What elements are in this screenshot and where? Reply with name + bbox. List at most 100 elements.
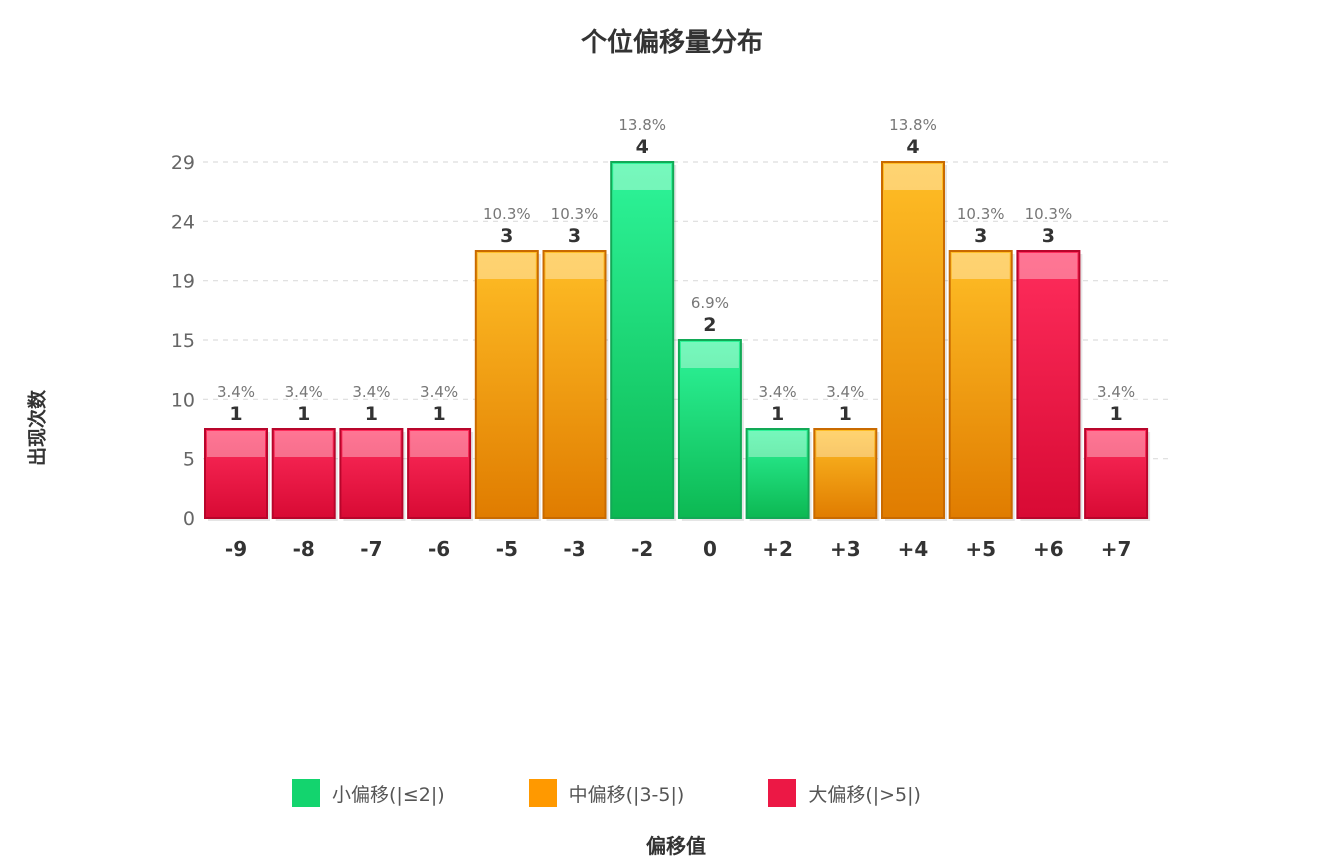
bar-highlight [884, 164, 942, 190]
percent-label: 3.4% [217, 383, 255, 401]
bar-highlight [410, 431, 469, 457]
y-tick-label: 15 [171, 330, 195, 352]
bar-highlight [477, 253, 536, 279]
value-label: 3 [974, 225, 987, 247]
value-label: 1 [432, 403, 445, 425]
bar-group [1016, 250, 1083, 521]
percent-label: 10.3% [551, 205, 599, 223]
legend-label-large: 大偏移(|>5|) [808, 783, 921, 806]
x-tick-label: -5 [496, 537, 518, 561]
bar-group [948, 250, 1015, 521]
x-tick-label: +4 [898, 537, 929, 561]
value-label: 1 [365, 403, 378, 425]
x-tick-label: -3 [563, 537, 585, 561]
x-tick-label: -6 [428, 537, 450, 561]
percent-label: 3.4% [420, 383, 458, 401]
y-tick-label: 10 [171, 389, 195, 411]
bars [204, 161, 1151, 521]
bar-group [813, 428, 880, 521]
x-tick-label: -8 [293, 537, 315, 561]
legend-item-medium[interactable]: 中偏移(|3-5|) [528, 779, 685, 807]
bar-highlight [680, 342, 739, 368]
bar-group [745, 428, 812, 521]
bar [610, 161, 675, 519]
x-tick-label: +7 [1101, 537, 1132, 561]
y-tick-label: 24 [171, 211, 195, 233]
bar-highlight [816, 431, 875, 457]
bar [1084, 428, 1149, 519]
value-label: 2 [703, 314, 716, 336]
percent-label: 10.3% [1025, 205, 1073, 223]
bar [271, 428, 336, 519]
x-tick-label: 0 [703, 537, 717, 561]
bar-highlight [1019, 253, 1078, 279]
bar-highlight [1087, 431, 1146, 457]
percent-label: 3.4% [826, 383, 864, 401]
x-tick-label: -2 [631, 537, 653, 561]
bar-group [1084, 428, 1151, 521]
legend-label-small: 小偏移(|≤2|) [332, 783, 445, 806]
bar [813, 428, 878, 519]
value-label: 4 [636, 136, 649, 158]
value-label: 1 [771, 403, 784, 425]
legend-item-large[interactable]: 大偏移(|>5|) [768, 779, 921, 807]
legend-swatch-small [292, 779, 320, 807]
percent-label: 3.4% [352, 383, 390, 401]
percent-label: 13.8% [618, 116, 666, 134]
value-label: 4 [906, 136, 919, 158]
bar-group [474, 250, 541, 521]
bar [407, 428, 472, 519]
x-tick-label: -7 [360, 537, 382, 561]
y-axis-label: 出现次数 [26, 389, 49, 467]
value-label: 1 [839, 403, 852, 425]
bar [948, 250, 1013, 519]
bar-group [542, 250, 609, 521]
value-label: 3 [500, 225, 513, 247]
bar-highlight [207, 431, 265, 457]
y-axis-ticks: 0 5 10 15 19 24 29 [171, 152, 195, 530]
value-label: 3 [1042, 225, 1055, 247]
bar [677, 339, 742, 519]
bar [881, 161, 945, 519]
percent-label: 3.4% [759, 383, 797, 401]
percent-label: 10.3% [483, 205, 531, 223]
bar-group [339, 428, 406, 521]
y-tick-label: 5 [183, 449, 195, 471]
x-tick-label: +6 [1033, 537, 1064, 561]
legend-swatch-medium [528, 779, 557, 807]
bar-highlight [274, 431, 333, 457]
y-tick-label: 29 [171, 152, 195, 174]
x-tick-label: +3 [830, 537, 861, 561]
bar-highlight [613, 164, 672, 190]
value-label: 3 [568, 225, 581, 247]
bar-group [271, 428, 338, 521]
bar-highlight [545, 253, 604, 279]
legend-swatch-large [768, 779, 797, 807]
bar-group [407, 428, 474, 521]
x-axis-label: 偏移值 [646, 834, 706, 858]
percent-label: 13.8% [889, 116, 937, 134]
legend-label-medium: 中偏移(|3-5|) [568, 783, 685, 806]
y-tick-label: 0 [183, 508, 195, 530]
x-tick-label: +5 [965, 537, 996, 561]
percent-label: 6.9% [691, 294, 729, 312]
x-axis-ticks: -9 -8 -7 -6 -5 -3 -2 0 +2 +3 +4 +5 +6 +7 [225, 537, 1132, 561]
percent-label: 10.3% [957, 205, 1005, 223]
bar [745, 428, 810, 519]
bar-highlight [951, 253, 1010, 279]
bar-labels: 1 3.4% 1 3.4% 1 3.4% 1 3.4% 3 10.3% 3 10.3% 4 13.8% 2 6… [217, 116, 1135, 425]
bar [204, 428, 268, 519]
percent-label: 3.4% [285, 383, 323, 401]
legend-item-small[interactable]: 小偏移(|≤2|) [292, 779, 445, 807]
value-label: 1 [229, 403, 242, 425]
bar [1016, 250, 1081, 519]
value-label: 1 [297, 403, 310, 425]
bar-group [881, 161, 947, 521]
bar-group [610, 161, 677, 521]
y-tick-label: 19 [171, 271, 195, 293]
x-tick-label: +2 [762, 537, 793, 561]
bar-highlight [748, 431, 807, 457]
bar [339, 428, 404, 519]
bar-group [677, 339, 744, 521]
